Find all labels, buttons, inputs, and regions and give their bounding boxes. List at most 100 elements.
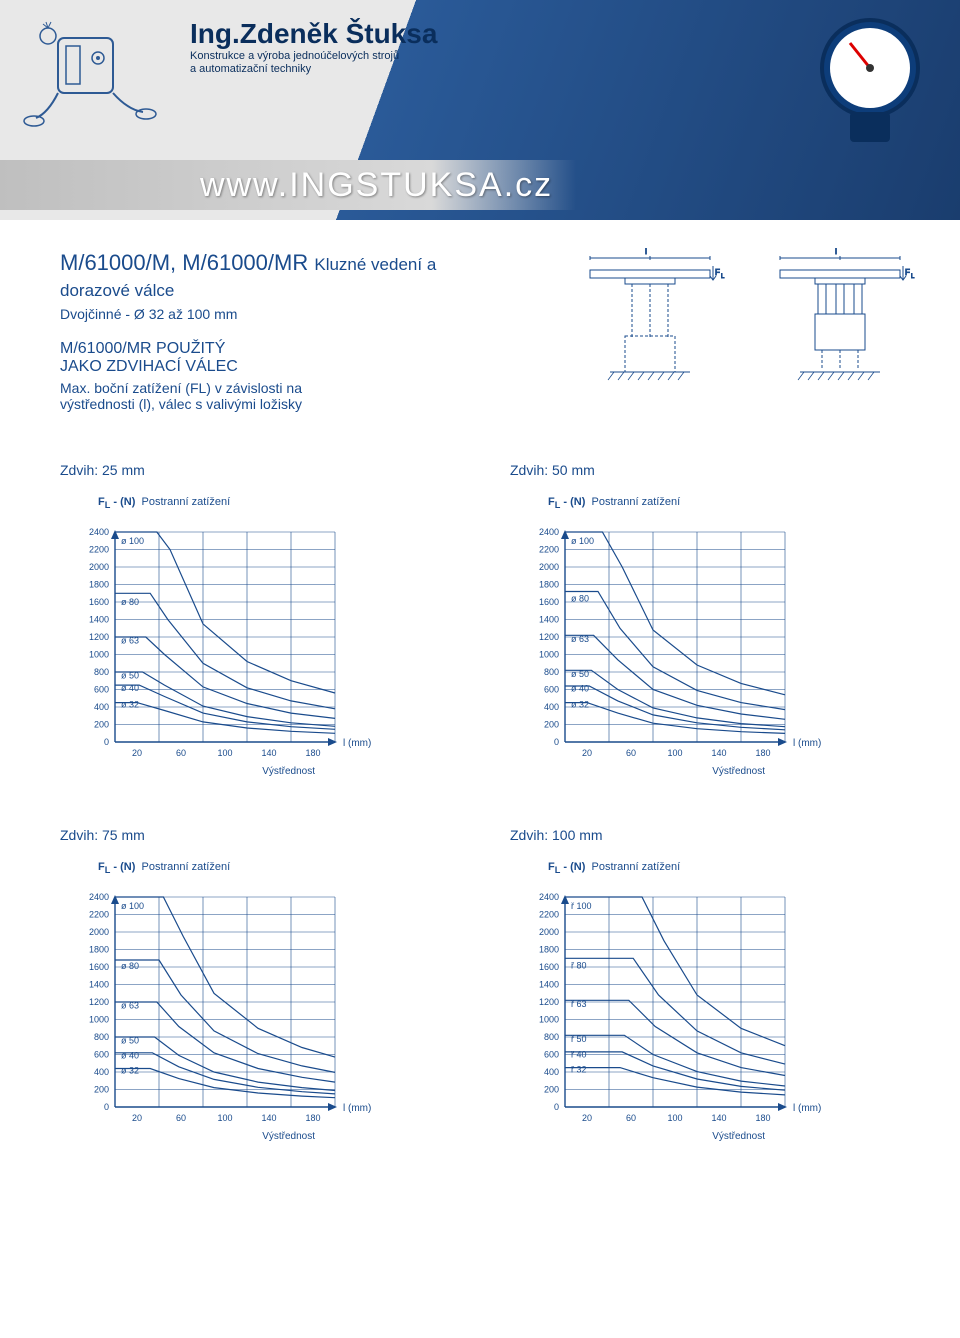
- svg-text:60: 60: [626, 748, 636, 758]
- chart-block-2: Zdvih: 75 mmFL - (N) Postranní zatížení0…: [60, 827, 470, 1152]
- svg-text:600: 600: [94, 1050, 109, 1060]
- page-content: M/61000/M, M/61000/MR Kluzné vedení a do…: [0, 220, 960, 1192]
- svg-text:60: 60: [176, 1113, 186, 1123]
- svg-text:2000: 2000: [539, 562, 559, 572]
- svg-text:600: 600: [544, 1050, 559, 1060]
- svg-text:2000: 2000: [539, 927, 559, 937]
- svg-text:100: 100: [667, 1113, 682, 1123]
- svg-text:Výstřednost: Výstřednost: [712, 1131, 765, 1142]
- svg-text:1800: 1800: [89, 945, 109, 955]
- svg-text:ø 32: ø 32: [121, 1066, 139, 1076]
- svg-text:2000: 2000: [89, 927, 109, 937]
- svg-text:F: F: [715, 268, 720, 277]
- brand-subtitle-1: Konstrukce a výroba jednoúčelových stroj…: [190, 50, 437, 63]
- chart-svg: 0200400600800100012001400160018002000220…: [60, 877, 400, 1147]
- y-axis-title: FL - (N) Postranní zatížení: [98, 496, 470, 510]
- svg-text:200: 200: [544, 720, 559, 730]
- lift-diagrams: l F L: [550, 240, 920, 412]
- svg-text:100: 100: [217, 1113, 232, 1123]
- svg-text:2200: 2200: [89, 545, 109, 555]
- svg-text:60: 60: [626, 1113, 636, 1123]
- svg-text:2200: 2200: [89, 910, 109, 920]
- svg-text:2400: 2400: [539, 892, 559, 902]
- svg-text:400: 400: [94, 702, 109, 712]
- svg-text:ř 63: ř 63: [571, 999, 587, 1009]
- chart-block-0: Zdvih: 25 mmFL - (N) Postranní zatížení0…: [60, 462, 470, 787]
- svg-text:2400: 2400: [89, 527, 109, 537]
- svg-text:100: 100: [667, 748, 682, 758]
- chart-svg: 0200400600800100012001400160018002000220…: [60, 512, 400, 782]
- chart-svg: 0200400600800100012001400160018002000220…: [510, 512, 850, 782]
- svg-text:180: 180: [755, 1113, 770, 1123]
- website-url: www.INGSTUKSA.cz: [0, 160, 960, 210]
- svg-text:ø 32: ø 32: [121, 700, 139, 710]
- svg-text:1600: 1600: [89, 962, 109, 972]
- svg-text:1400: 1400: [539, 615, 559, 625]
- brand-name: Ing.Zdeněk Štuksa: [190, 18, 437, 50]
- svg-text:1600: 1600: [539, 597, 559, 607]
- svg-text:ø 80: ø 80: [121, 962, 139, 972]
- svg-text:140: 140: [711, 1113, 726, 1123]
- charts-grid: Zdvih: 25 mmFL - (N) Postranní zatížení0…: [60, 462, 920, 1152]
- svg-text:1200: 1200: [89, 632, 109, 642]
- svg-text:l: l: [835, 248, 837, 256]
- svg-text:60: 60: [176, 748, 186, 758]
- svg-text:1000: 1000: [539, 650, 559, 660]
- title-model: M/61000/M, M/61000/MR: [60, 250, 308, 275]
- svg-text:1800: 1800: [539, 945, 559, 955]
- chart-title: Zdvih: 100 mm: [510, 827, 920, 843]
- svg-text:600: 600: [94, 685, 109, 695]
- svg-text:F: F: [905, 268, 910, 277]
- svg-text:1600: 1600: [89, 597, 109, 607]
- svg-text:20: 20: [132, 1113, 142, 1123]
- page-header: Ing.Zdeněk Štuksa Konstrukce a výroba je…: [0, 0, 960, 220]
- svg-text:100: 100: [217, 748, 232, 758]
- svg-text:1200: 1200: [539, 632, 559, 642]
- svg-text:1800: 1800: [539, 580, 559, 590]
- svg-text:2400: 2400: [89, 892, 109, 902]
- svg-text:ø 50: ø 50: [571, 669, 589, 679]
- svg-text:200: 200: [544, 1085, 559, 1095]
- svg-text:1400: 1400: [539, 980, 559, 990]
- svg-text:200: 200: [94, 1085, 109, 1095]
- svg-text:ø 63: ø 63: [121, 636, 139, 646]
- svg-text:l (mm): l (mm): [793, 738, 821, 749]
- svg-text:1400: 1400: [89, 615, 109, 625]
- lift-diagram-left: l F L: [570, 248, 730, 398]
- svg-text:ø 40: ø 40: [121, 1051, 139, 1061]
- lift-diagram-right: l F L: [760, 248, 920, 398]
- svg-text:l (mm): l (mm): [343, 738, 371, 749]
- svg-text:0: 0: [554, 737, 559, 747]
- svg-text:ø 100: ø 100: [571, 536, 594, 546]
- svg-text:ø 100: ø 100: [121, 901, 144, 911]
- svg-text:800: 800: [544, 1032, 559, 1042]
- svg-text:180: 180: [305, 1113, 320, 1123]
- svg-text:Výstřednost: Výstřednost: [262, 766, 315, 777]
- svg-text:140: 140: [261, 1113, 276, 1123]
- y-axis-title: FL - (N) Postranní zatížení: [98, 861, 470, 875]
- svg-text:400: 400: [544, 1067, 559, 1077]
- section-title-1: M/61000/MR POUŽITÝ: [60, 340, 490, 358]
- y-axis-title: FL - (N) Postranní zatížení: [548, 861, 920, 875]
- svg-text:l: l: [645, 248, 647, 256]
- svg-text:Výstřednost: Výstřednost: [712, 766, 765, 777]
- svg-text:ø 80: ø 80: [121, 597, 139, 607]
- page-title: M/61000/M, M/61000/MR Kluzné vedení a do…: [60, 250, 490, 302]
- svg-text:ø 50: ø 50: [121, 1036, 139, 1046]
- svg-text:ø 80: ø 80: [571, 594, 589, 604]
- svg-text:2200: 2200: [539, 910, 559, 920]
- svg-text:l (mm): l (mm): [343, 1103, 371, 1114]
- svg-text:1000: 1000: [89, 1015, 109, 1025]
- svg-text:140: 140: [711, 748, 726, 758]
- svg-text:1400: 1400: [89, 980, 109, 990]
- chart-block-3: Zdvih: 100 mm FL - (N) Postranní zatížení…: [510, 827, 920, 1152]
- svg-text:1200: 1200: [89, 997, 109, 1007]
- section-text: Max. boční zatížení (FL) v závislosti na…: [60, 380, 380, 412]
- svg-text:2000: 2000: [89, 562, 109, 572]
- page-subtitle: Dvojčinné - Ø 32 až 100 mm: [60, 306, 490, 322]
- svg-text:0: 0: [104, 737, 109, 747]
- chart-title: Zdvih: 50 mm: [510, 462, 920, 478]
- mascot-icon: [18, 18, 168, 138]
- svg-text:ø 32: ø 32: [571, 700, 589, 710]
- svg-text:L: L: [911, 274, 915, 280]
